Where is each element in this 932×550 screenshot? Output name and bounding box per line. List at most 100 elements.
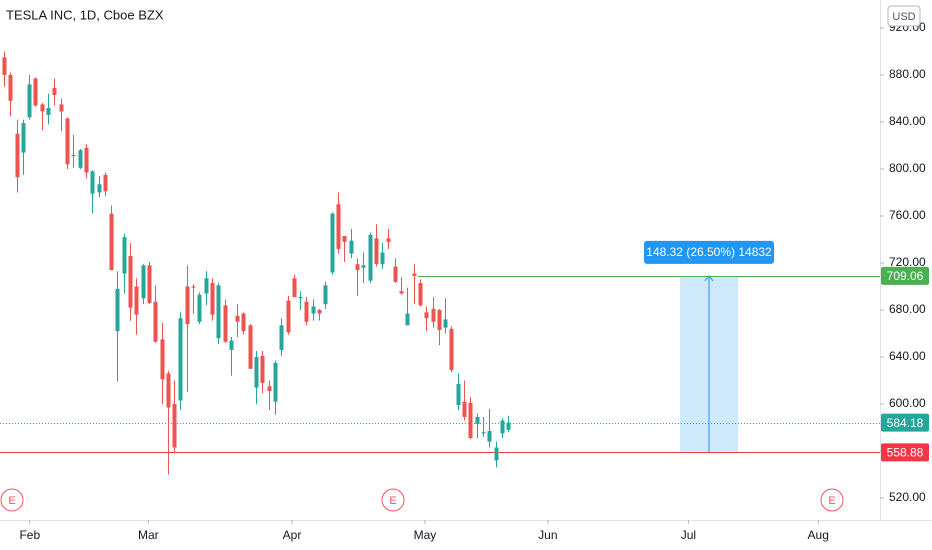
candle-body [40,104,45,112]
candle-body [298,297,303,299]
price-label: 584.18 [887,416,924,430]
price-label: 709.06 [887,269,924,283]
candle-body [342,235,347,242]
candle-body [260,355,265,383]
candle-body [405,313,410,326]
candle-body [431,308,436,322]
candle-body [153,301,158,342]
candle-body [475,416,480,424]
candle-body [210,282,215,315]
candle-body [317,310,322,314]
x-tick-label: Apr [283,528,302,542]
candle-body [361,265,366,268]
candle-body [273,362,278,402]
chart-title: TESLA INC, 1D, Cboe BZX [6,7,164,22]
price-label: 558.88 [887,446,924,460]
earnings-marker[interactable] [820,488,844,512]
candle-body [33,78,38,106]
candle-body [15,133,20,178]
y-tick-label: 880.00 [889,67,926,81]
candle-body [223,305,228,342]
earnings-marker[interactable] [0,488,24,512]
earnings-label[interactable]: E [389,495,396,507]
candle-body [292,278,297,298]
candle-body [84,147,89,173]
candle-body [336,204,341,249]
candle-body [449,328,454,370]
measure-arrowhead [704,275,714,282]
candle-body [160,339,165,380]
candle-body [380,252,385,265]
candle-body [52,87,57,95]
candle-body [267,386,272,392]
candle-body [191,286,196,288]
candle-body [494,447,499,461]
candle-body [355,264,360,271]
x-tick-label: Mar [138,528,159,542]
candle-body [349,240,354,254]
candle-body [90,171,95,194]
earnings-label[interactable]: E [8,495,15,507]
x-tick-label: Jun [538,528,557,542]
price-label-box [881,413,929,432]
candle-body [481,432,486,434]
earnings-marker[interactable] [381,488,405,512]
candle-body [286,300,291,333]
candle-body [386,238,391,242]
y-tick-label: 640.00 [889,349,926,363]
candle-body [500,420,505,434]
candle-body [97,184,102,193]
candle-body [418,282,423,306]
price-label-box [881,266,929,285]
candle-body [368,234,373,281]
candle-body [27,84,32,118]
x-tick-label: Aug [808,528,829,542]
candle-body [216,285,221,339]
candle-body [393,266,398,282]
candle-body [487,431,492,442]
candle-body [424,312,429,319]
candle-body [204,278,209,294]
candle-body [141,265,146,299]
candle-body [128,255,133,308]
candle-body [506,422,511,430]
candle-body [399,291,404,294]
candle-body [78,150,83,168]
y-tick-label: 600.00 [889,396,926,410]
y-tick-label: 720.00 [889,255,926,269]
x-tick-label: May [414,528,437,542]
candle-body [46,107,51,115]
candle-body [323,285,328,305]
y-tick-label: 760.00 [889,208,926,222]
candle-body [437,310,442,330]
candle-body [2,57,7,75]
candle-body [304,301,309,322]
x-tick-label: Jul [681,528,696,542]
candle-body [330,213,335,273]
candle-body [235,315,240,322]
candle-body [468,402,473,439]
candle-body [443,319,448,328]
currency-label: USD [892,11,915,23]
candle-body [172,404,177,448]
y-tick-label: 800.00 [889,161,926,175]
candle-body [122,237,127,274]
candle-body [374,238,379,265]
candle-body [229,340,234,350]
candle-body [59,104,64,112]
currency-box [887,5,921,27]
candle-body [134,286,139,315]
candle-body [456,384,461,406]
candle-body [21,123,26,153]
candle-body [8,74,13,101]
candle-body [103,174,108,192]
x-tick-label: Feb [19,528,40,542]
candle-body [248,325,253,369]
earnings-label[interactable]: E [828,495,835,507]
candle-body [178,318,183,401]
candle-body [279,325,284,350]
candle-body [71,154,76,157]
